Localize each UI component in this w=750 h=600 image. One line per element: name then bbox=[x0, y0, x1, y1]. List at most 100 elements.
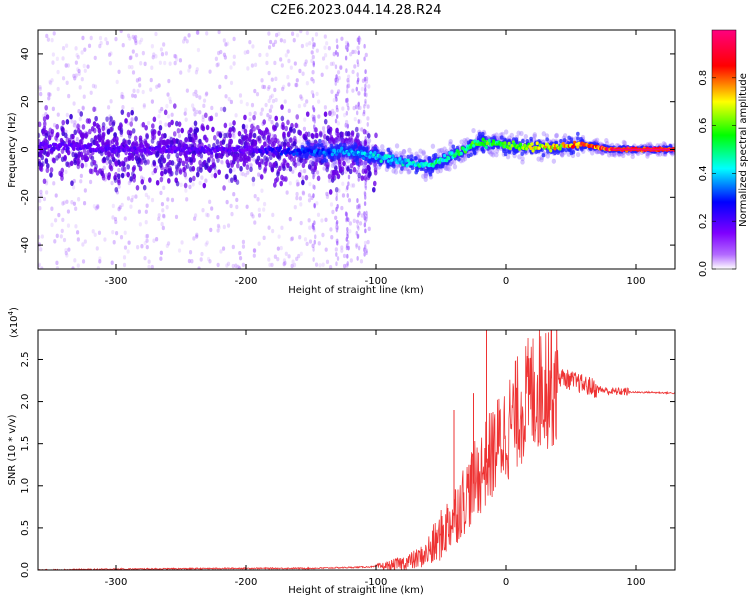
noise-point bbox=[292, 262, 297, 268]
noise-point bbox=[334, 77, 337, 83]
noise-point bbox=[38, 84, 42, 90]
noise-point bbox=[345, 243, 349, 249]
signal-point bbox=[243, 114, 247, 121]
signal-point bbox=[170, 119, 174, 126]
signal-point bbox=[192, 175, 196, 182]
noise-point bbox=[142, 103, 146, 108]
halo-point bbox=[484, 136, 488, 141]
noise-point bbox=[144, 192, 148, 198]
ridge-point bbox=[186, 151, 190, 155]
signal-point bbox=[252, 132, 257, 139]
signal-point bbox=[160, 170, 164, 177]
noise-point bbox=[288, 181, 292, 186]
noise-point bbox=[180, 240, 184, 245]
ridge-point bbox=[166, 144, 170, 149]
halo-point bbox=[559, 139, 563, 144]
noise-point bbox=[284, 53, 288, 58]
noise-point bbox=[314, 234, 317, 240]
noise-point bbox=[305, 99, 309, 104]
halo-point bbox=[612, 152, 618, 158]
halo-point bbox=[647, 141, 653, 147]
halo-point bbox=[336, 137, 342, 143]
noise-point bbox=[64, 248, 68, 253]
signal-point bbox=[159, 139, 163, 146]
noise-point bbox=[270, 120, 274, 125]
signal-point bbox=[272, 162, 277, 168]
signal-point bbox=[134, 116, 138, 122]
signal-point bbox=[182, 166, 186, 173]
noise-point bbox=[223, 55, 228, 60]
ridge-point bbox=[261, 146, 265, 150]
halo-point bbox=[347, 145, 351, 150]
signal-point bbox=[245, 139, 249, 146]
ridge-point bbox=[330, 152, 334, 157]
noise-point bbox=[245, 124, 249, 129]
signal-point bbox=[297, 171, 302, 178]
noise-point bbox=[121, 43, 125, 48]
signal-point bbox=[307, 163, 312, 170]
halo-point bbox=[409, 154, 414, 159]
noise-point bbox=[214, 112, 218, 117]
signal-point bbox=[181, 160, 186, 167]
signal-point bbox=[277, 155, 282, 161]
halo-point bbox=[460, 157, 466, 163]
signal-point bbox=[101, 139, 105, 146]
noise-point bbox=[274, 97, 278, 103]
noise-point bbox=[81, 105, 85, 110]
noise-point bbox=[265, 60, 269, 66]
signal-point bbox=[241, 156, 246, 163]
noise-point bbox=[356, 110, 359, 116]
colorbar bbox=[711, 29, 737, 270]
signal-point bbox=[109, 165, 114, 172]
noise-point bbox=[312, 93, 315, 99]
signal-point bbox=[76, 123, 80, 129]
signal-point bbox=[359, 160, 364, 166]
noise-point bbox=[187, 33, 191, 38]
signal-point bbox=[265, 156, 270, 162]
signal-point bbox=[151, 123, 155, 129]
halo-point bbox=[476, 135, 481, 140]
noise-point bbox=[184, 117, 188, 122]
halo-point bbox=[489, 151, 494, 157]
signal-point bbox=[55, 131, 60, 138]
noise-point bbox=[191, 103, 195, 108]
noise-point bbox=[226, 41, 230, 46]
noise-point bbox=[226, 261, 231, 266]
halo-point bbox=[600, 150, 605, 156]
noise-point bbox=[77, 197, 81, 202]
noise-point bbox=[114, 219, 118, 225]
signal-point bbox=[38, 121, 42, 128]
halo-point bbox=[532, 133, 537, 139]
halo-point bbox=[365, 142, 371, 148]
halo-point bbox=[480, 147, 485, 152]
signal-point bbox=[124, 118, 128, 124]
noise-point bbox=[198, 95, 202, 100]
noise-point bbox=[170, 197, 175, 203]
halo-point bbox=[334, 139, 339, 145]
noise-point bbox=[150, 197, 155, 203]
signal-point bbox=[239, 165, 243, 172]
noise-point bbox=[96, 203, 100, 209]
noise-point bbox=[51, 106, 55, 112]
noise-point bbox=[249, 162, 253, 168]
noise-point bbox=[45, 33, 49, 39]
noise-point bbox=[312, 78, 315, 84]
noise-point bbox=[241, 244, 246, 249]
noise-point bbox=[185, 88, 189, 93]
signal-point bbox=[41, 161, 45, 167]
noise-point bbox=[323, 34, 327, 39]
noise-point bbox=[141, 50, 145, 56]
y-tick-label: 1.5 bbox=[20, 436, 31, 452]
ridge-point bbox=[237, 145, 241, 149]
noise-point bbox=[252, 253, 256, 258]
snr-plot-area bbox=[38, 330, 675, 570]
noise-point bbox=[329, 227, 333, 232]
noise-point bbox=[266, 113, 270, 118]
signal-point bbox=[116, 177, 121, 184]
noise-point bbox=[269, 39, 273, 45]
noise-point bbox=[202, 98, 207, 103]
noise-point bbox=[308, 225, 312, 230]
noise-point bbox=[259, 111, 263, 116]
noise-point bbox=[161, 225, 165, 231]
noise-point bbox=[336, 78, 339, 84]
